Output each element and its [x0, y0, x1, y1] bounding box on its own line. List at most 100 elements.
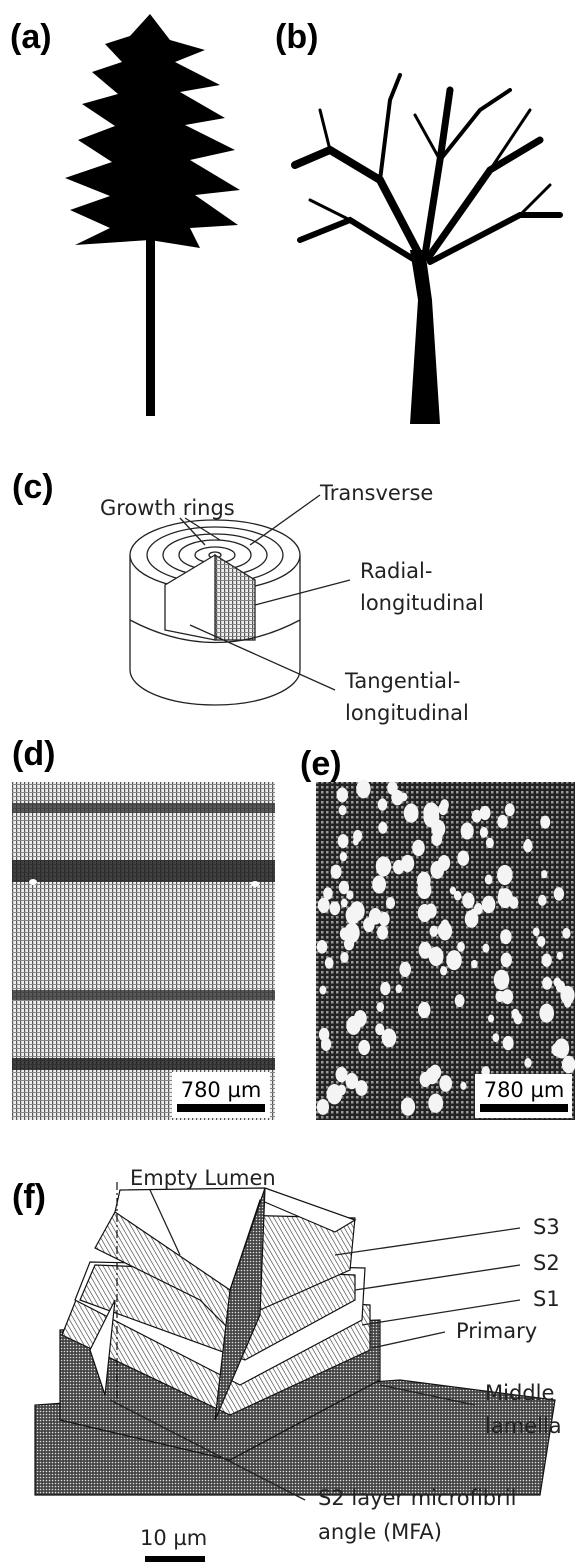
- vessel: [488, 1015, 494, 1023]
- vessel: [355, 1080, 367, 1096]
- vessel: [474, 903, 483, 915]
- vessel: [450, 887, 456, 895]
- log-diagram: [130, 520, 300, 705]
- vessel: [523, 840, 532, 852]
- vessel: [455, 994, 465, 1007]
- vessel: [538, 895, 546, 906]
- hardwood-micrograph: [316, 780, 575, 1120]
- vessel: [562, 1056, 575, 1074]
- vessel: [446, 950, 461, 970]
- label: S1: [533, 1287, 560, 1311]
- vessel: [457, 851, 469, 866]
- label: S2: [533, 1251, 560, 1275]
- vessel: [340, 927, 350, 940]
- vessel: [401, 1097, 415, 1115]
- vessel: [500, 929, 512, 944]
- vessel: [524, 1058, 531, 1068]
- scale-bar-label: 10 µm: [140, 1526, 207, 1550]
- scale-bar: [145, 1556, 205, 1562]
- vessel: [399, 962, 411, 977]
- scale-bar-label: 780 µm: [181, 1078, 262, 1102]
- vessel: [462, 892, 474, 908]
- vessel: [353, 830, 362, 842]
- vessel: [404, 804, 419, 823]
- vessel: [412, 840, 425, 856]
- vessel: [497, 815, 508, 829]
- vessel: [540, 816, 550, 829]
- vessel: [460, 1082, 466, 1090]
- scale-bar-label: 780 µm: [484, 1078, 565, 1102]
- vessel: [318, 898, 330, 913]
- vessel: [386, 897, 395, 909]
- vessel: [325, 957, 334, 968]
- label: Growth rings: [100, 496, 235, 520]
- label: Radial-: [360, 559, 432, 583]
- vessel: [346, 1016, 361, 1035]
- panel-label: (a): [10, 18, 52, 56]
- vessel: [358, 1040, 370, 1055]
- vessel: [423, 802, 439, 822]
- label: lamella: [485, 1414, 562, 1438]
- vessel: [554, 977, 561, 987]
- vessel: [429, 926, 438, 937]
- vessel: [533, 927, 540, 936]
- vessel: [430, 861, 444, 879]
- vessel: [433, 1066, 440, 1075]
- label: Middle: [485, 1381, 554, 1405]
- vessel: [321, 1038, 331, 1051]
- vessel: [471, 960, 478, 968]
- panel-label: (f): [12, 1178, 46, 1216]
- vessel: [401, 793, 408, 802]
- vessel: [541, 870, 547, 878]
- label: S2 layer microfibril: [318, 1486, 516, 1510]
- vessel: [492, 1033, 499, 1042]
- vessel: [562, 928, 570, 939]
- vessel: [554, 887, 564, 900]
- vessel: [542, 954, 552, 967]
- panel-label: (d): [12, 735, 55, 773]
- vessel: [339, 805, 347, 815]
- label: S3: [533, 1215, 560, 1239]
- vessel: [387, 781, 398, 795]
- vessel: [374, 880, 384, 893]
- vessel: [428, 1094, 443, 1113]
- vessel: [420, 1072, 432, 1087]
- vessel: [486, 838, 494, 848]
- conifer-silhouette: [65, 14, 240, 416]
- vessel: [418, 1002, 430, 1018]
- vessel: [346, 890, 353, 899]
- leader: [335, 1228, 520, 1255]
- label: angle (MFA): [318, 1520, 442, 1544]
- leader: [372, 1332, 445, 1348]
- vessel: [557, 952, 563, 960]
- vessel: [485, 875, 493, 885]
- vessel: [497, 865, 513, 885]
- vessel: [537, 936, 545, 947]
- label: Empty Lumen: [130, 1166, 276, 1190]
- vessel: [396, 984, 403, 993]
- vessel: [482, 896, 495, 913]
- vessel: [356, 780, 370, 799]
- vessel: [438, 803, 448, 815]
- vessel: [494, 970, 510, 990]
- vessel: [319, 985, 326, 994]
- vessel: [376, 856, 391, 876]
- vessel: [317, 940, 328, 954]
- vessel: [457, 942, 465, 952]
- vessel: [329, 901, 340, 915]
- deciduous-silhouette: [295, 75, 560, 424]
- label: Tangential-: [344, 669, 460, 693]
- label: Primary: [456, 1319, 537, 1343]
- vessel: [439, 925, 450, 940]
- vessel: [542, 977, 552, 990]
- vessel: [341, 899, 348, 908]
- vessel: [374, 911, 380, 919]
- vessel: [380, 982, 390, 995]
- vessel: [501, 953, 512, 968]
- vessel: [377, 925, 388, 939]
- vessel: [564, 998, 572, 1008]
- vessel: [378, 822, 387, 834]
- label: longitudinal: [360, 591, 484, 615]
- vessel: [505, 803, 515, 816]
- vessel: [439, 1075, 452, 1092]
